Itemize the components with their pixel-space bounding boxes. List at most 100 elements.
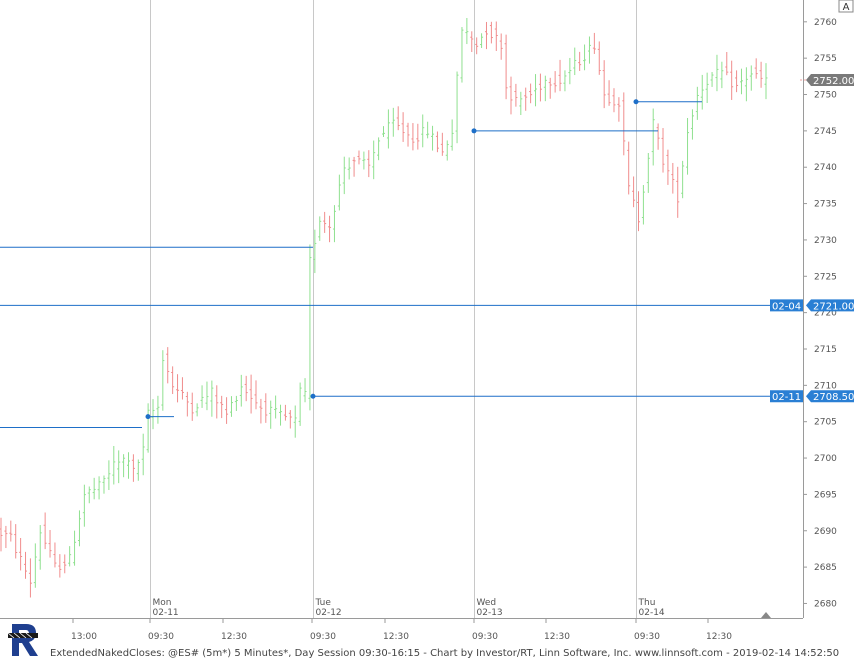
axes [0, 0, 804, 619]
x-tick-label: 09:30 [634, 632, 660, 642]
price-bar [416, 123, 420, 150]
price-bar [279, 404, 283, 426]
price-bar [102, 475, 106, 494]
y-tick-label: 2745 [814, 127, 837, 137]
price-bar [749, 65, 753, 91]
price-bar [739, 68, 743, 95]
price-bar [122, 454, 126, 478]
price-bar [357, 150, 361, 165]
x-tick-label: 12:30 [383, 632, 409, 642]
x-tick-label: 12:30 [544, 632, 570, 642]
naked-close-date-tag-box [770, 390, 803, 403]
naked-close-price-tag-label: 2721.00 [813, 301, 854, 312]
price-bar [323, 211, 327, 233]
price-bar [332, 205, 336, 243]
price-bar [180, 377, 184, 400]
x-tick-labels: 13:00 09:30 12:30 09:30 12:30 09:30 12:30 09:30… [71, 618, 732, 642]
price-bar [254, 380, 258, 410]
price-bar [504, 34, 508, 100]
last-price-tag-label: 2752.00 [813, 76, 854, 87]
price-bar [661, 128, 665, 173]
price-bar [725, 52, 729, 76]
x-tick-label: 09:30 [472, 632, 498, 642]
price-bar [161, 350, 165, 411]
price-bar [558, 59, 562, 92]
price-bar [386, 109, 390, 149]
y-tick-label: 2695 [814, 490, 837, 500]
price-bar [328, 215, 332, 243]
naked-close-date-tag: 02-11 [770, 390, 803, 403]
session-close-dot [145, 414, 151, 420]
price-bar [602, 60, 606, 109]
corner-button-label: A [843, 2, 850, 13]
day-name-label: Thu [638, 598, 656, 608]
price-bar [622, 92, 626, 156]
price-bar [671, 162, 675, 194]
price-bar [190, 392, 194, 421]
x-tick-label: 09:30 [310, 632, 336, 642]
y-tick-label: 2730 [814, 236, 837, 246]
price-bar [686, 117, 690, 175]
price-bar [534, 74, 538, 107]
price-bar [641, 185, 645, 225]
naked-close-lines [0, 79, 812, 429]
y-tick-label: 2750 [814, 91, 837, 101]
y-tick-label: 2680 [814, 599, 837, 609]
price-bar [587, 36, 591, 64]
naked-close-date-tag-label: 02-11 [772, 392, 801, 403]
price-bar [210, 380, 214, 417]
price-bar [146, 403, 150, 453]
price-bar [690, 109, 694, 140]
price-bar [538, 73, 542, 102]
price-bar [411, 123, 415, 151]
price-bar [0, 517, 3, 552]
price-bar [627, 141, 631, 195]
price-bar [632, 176, 636, 208]
price-bar [382, 126, 385, 137]
price-bar [73, 530, 77, 566]
price-bar [563, 70, 567, 92]
price-bar [514, 83, 518, 107]
price-bar [220, 395, 224, 419]
price-bar [141, 433, 145, 476]
price-bar [28, 558, 32, 598]
day-date-label: 02-11 [153, 608, 179, 618]
price-bar [225, 397, 229, 424]
price-bar [342, 156, 346, 195]
y-tick-labels: 2680 2685 2690 2695 2700 2705 2710 2715 2720 2725… [803, 18, 837, 609]
price-bar [494, 21, 498, 51]
price-bar [367, 150, 371, 178]
price-bar [744, 67, 748, 102]
price-bar [4, 525, 8, 549]
y-tick-label: 2740 [814, 163, 837, 173]
scroll-triangle-icon[interactable] [761, 612, 771, 618]
price-tags: 2752.00 2721.00 02-04 2708.50 02-11 [770, 73, 854, 403]
price-bar [362, 151, 366, 170]
price-bar [136, 459, 140, 481]
naked-close-date-tag: 02-04 [770, 299, 803, 312]
price-bar [583, 44, 587, 71]
price-bar [308, 244, 312, 411]
naked-close-price-tag-label: 2708.50 [813, 392, 854, 403]
price-bar [455, 71, 459, 144]
x-tick-label: 12:30 [221, 632, 247, 642]
investor-rt-logo [6, 622, 40, 658]
price-bar [33, 543, 37, 588]
corner-button[interactable]: A [838, 0, 854, 13]
price-bar [244, 375, 248, 402]
price-bar [259, 398, 263, 424]
price-bar [288, 410, 292, 429]
y-tick-label: 2725 [814, 272, 837, 282]
price-bar [543, 75, 547, 102]
price-bar [553, 71, 557, 93]
price-bar [637, 191, 640, 232]
price-bar [730, 60, 734, 100]
x-tick-label: 13:00 [71, 632, 97, 642]
price-bar [195, 403, 199, 417]
price-bar [676, 166, 680, 218]
x-tick-label: 09:30 [148, 632, 174, 642]
price-bar [450, 119, 454, 151]
price-bar [293, 405, 297, 438]
